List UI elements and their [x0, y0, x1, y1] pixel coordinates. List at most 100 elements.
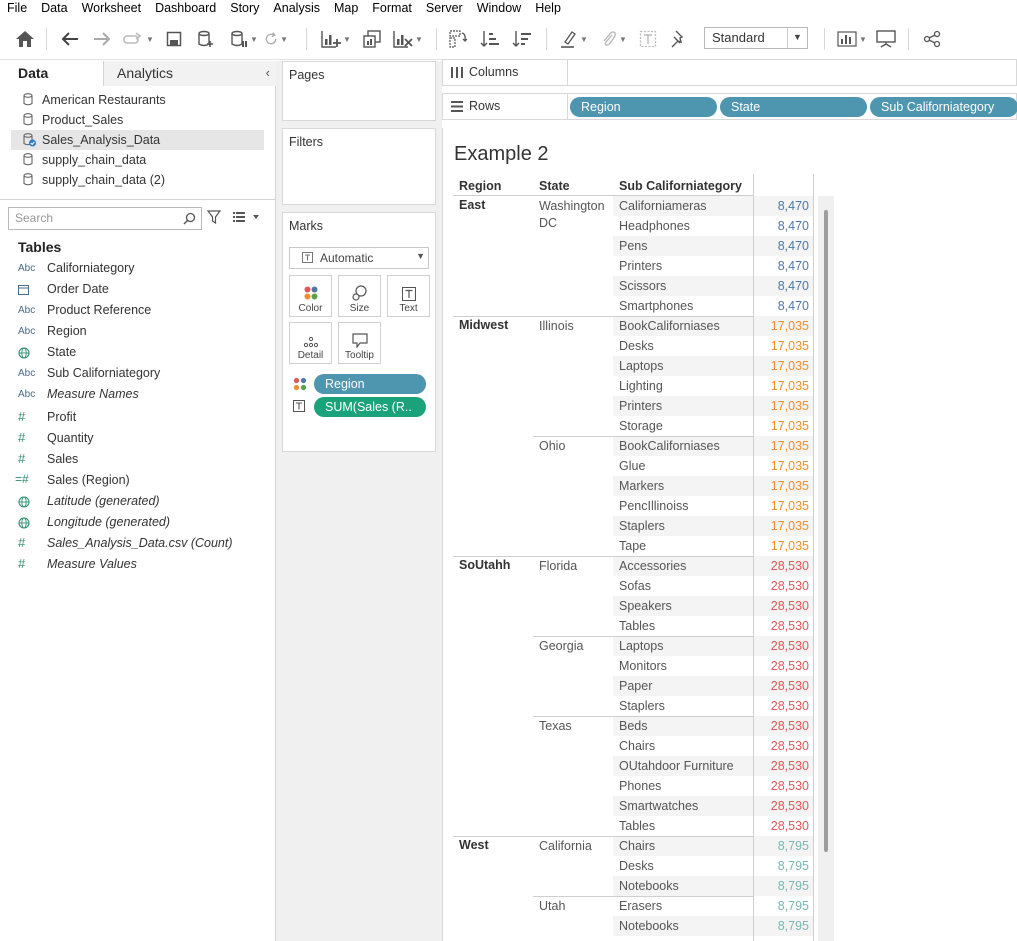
- sales-value[interactable]: 28,530: [770, 799, 809, 813]
- sales-value[interactable]: 17,035: [770, 359, 809, 373]
- sub-category-label[interactable]: Sofas: [619, 579, 651, 593]
- sales-value[interactable]: 8,470: [777, 259, 809, 273]
- mark-type-select[interactable]: Automatic ▼: [289, 247, 429, 269]
- rows-pill-state[interactable]: State: [720, 97, 867, 117]
- save-icon[interactable]: [162, 26, 186, 52]
- sub-category-label[interactable]: BookCaliforniases: [619, 439, 720, 453]
- sales-value[interactable]: 17,035: [770, 499, 809, 513]
- sales-value[interactable]: 17,035: [770, 459, 809, 473]
- sub-category-label[interactable]: Staplers: [619, 699, 665, 713]
- field-item[interactable]: Latitude (generated): [18, 493, 268, 513]
- presentation-mode-icon[interactable]: [874, 26, 898, 52]
- datasource-item[interactable]: supply_chain_data: [11, 150, 264, 170]
- region-label[interactable]: West: [459, 838, 489, 852]
- undo-icon[interactable]: [58, 26, 82, 52]
- search-icon[interactable]: [183, 212, 196, 228]
- sub-category-label[interactable]: PencIllinoiss: [619, 499, 689, 513]
- show-mark-labels-icon[interactable]: [636, 26, 660, 52]
- sub-category-label[interactable]: Beds: [619, 719, 648, 733]
- sales-value[interactable]: 8,795: [777, 839, 809, 853]
- sales-value[interactable]: 17,035: [770, 419, 809, 433]
- sub-category-label[interactable]: Notebooks: [619, 879, 679, 893]
- field-item[interactable]: State: [18, 344, 268, 364]
- state-label[interactable]: Illinois: [539, 319, 574, 333]
- sub-category-label[interactable]: Tape: [619, 539, 647, 553]
- sub-category-label[interactable]: Phones: [619, 779, 662, 793]
- menu-item-analysis[interactable]: Analysis: [273, 1, 320, 15]
- sub-category-label[interactable]: Storage: [619, 419, 663, 433]
- sub-category-label[interactable]: Erasers: [619, 899, 663, 913]
- column-header[interactable]: Region: [459, 179, 502, 193]
- group-members-icon[interactable]: ▼: [596, 26, 632, 52]
- sales-value[interactable]: 8,470: [777, 199, 809, 213]
- sales-value[interactable]: 17,035: [770, 379, 809, 393]
- field-item[interactable]: Order Date: [18, 281, 268, 301]
- field-item[interactable]: Abc Sub Californiategory: [18, 365, 268, 385]
- state-label[interactable]: Florida: [539, 559, 578, 573]
- clear-sheet-icon[interactable]: ▼: [390, 26, 426, 52]
- state-label[interactable]: Washington DC: [539, 199, 605, 230]
- field-item[interactable]: # Sales: [18, 451, 268, 471]
- region-label[interactable]: SoUtahh: [459, 558, 511, 572]
- region-label[interactable]: Midwest: [459, 318, 509, 332]
- sub-category-label[interactable]: Tables: [619, 619, 656, 633]
- datasource-item[interactable]: supply_chain_data (2): [11, 170, 264, 190]
- highlight-icon[interactable]: ▼: [556, 26, 592, 52]
- sub-category-label[interactable]: Headphones: [619, 219, 690, 233]
- search-field[interactable]: [8, 207, 202, 230]
- sub-category-label[interactable]: Laptops: [619, 359, 664, 373]
- menu-item-story[interactable]: Story: [230, 1, 260, 15]
- sales-value[interactable]: 28,530: [770, 619, 809, 633]
- sales-value[interactable]: 17,035: [770, 519, 809, 533]
- sales-value[interactable]: 28,530: [770, 559, 809, 573]
- state-label[interactable]: Utah: [539, 899, 566, 913]
- menu-item-file[interactable]: File: [7, 1, 28, 15]
- sub-category-label[interactable]: Markers: [619, 479, 665, 493]
- fit-select[interactable]: Standard ▼: [704, 27, 808, 49]
- field-item[interactable]: # Measure Values: [18, 556, 268, 576]
- sales-value[interactable]: 28,530: [770, 719, 809, 733]
- state-label[interactable]: Texas: [539, 719, 572, 733]
- sales-value[interactable]: 28,530: [770, 739, 809, 753]
- sales-value[interactable]: 8,795: [777, 919, 809, 933]
- sub-category-label[interactable]: Scissors: [619, 279, 667, 293]
- menu-item-map[interactable]: Map: [333, 1, 359, 15]
- sales-value[interactable]: 28,530: [770, 679, 809, 693]
- sub-category-label[interactable]: Accessories: [619, 559, 687, 573]
- scrollbar-thumb[interactable]: [824, 210, 828, 852]
- sub-category-label[interactable]: Glue: [619, 459, 646, 473]
- state-label[interactable]: California: [539, 839, 592, 853]
- sales-value[interactable]: 17,035: [770, 319, 809, 333]
- sub-category-label[interactable]: Desks: [619, 339, 654, 353]
- sub-category-label[interactable]: Staplers: [619, 519, 665, 533]
- menu-item-help[interactable]: Help: [535, 1, 561, 15]
- home-icon[interactable]: [12, 26, 38, 52]
- sub-category-label[interactable]: Smartwatches: [619, 799, 699, 813]
- sales-value[interactable]: 8,470: [777, 239, 809, 253]
- field-item[interactable]: Abc Measure Names: [18, 386, 268, 406]
- sub-category-label[interactable]: Lighting: [619, 379, 663, 393]
- sub-category-label[interactable]: BookCaliforniases: [619, 319, 720, 333]
- rows-pill-sub-category[interactable]: Sub Californiategory: [870, 97, 1017, 117]
- tooltip-button[interactable]: Tooltip: [338, 322, 381, 364]
- field-item[interactable]: # Profit: [18, 409, 268, 429]
- sort-ascending-icon[interactable]: [478, 26, 502, 52]
- sub-category-label[interactable]: Printers: [619, 259, 663, 273]
- sales-value[interactable]: 28,530: [770, 819, 809, 833]
- sub-category-label[interactable]: Californiameras: [619, 199, 707, 213]
- marks-pill-sum-sales[interactable]: SUM(Sales (R..: [314, 397, 426, 417]
- pause-updates-icon[interactable]: ▼: [226, 26, 262, 52]
- menu-item-format[interactable]: Format: [372, 1, 412, 15]
- field-item[interactable]: # Quantity: [18, 430, 268, 450]
- text-button[interactable]: Text: [387, 275, 430, 317]
- replay-icon[interactable]: ▼: [120, 26, 156, 52]
- new-worksheet-icon[interactable]: ▼: [318, 26, 354, 52]
- sales-value[interactable]: 8,795: [777, 879, 809, 893]
- menu-item-window[interactable]: Window: [476, 1, 522, 15]
- sales-value[interactable]: 8,470: [777, 299, 809, 313]
- sales-value[interactable]: 28,530: [770, 579, 809, 593]
- menu-item-dashboard[interactable]: Dashboard: [155, 1, 217, 15]
- sales-value[interactable]: 8,795: [777, 859, 809, 873]
- sub-category-label[interactable]: Monitors: [619, 659, 667, 673]
- sales-value[interactable]: 28,530: [770, 599, 809, 613]
